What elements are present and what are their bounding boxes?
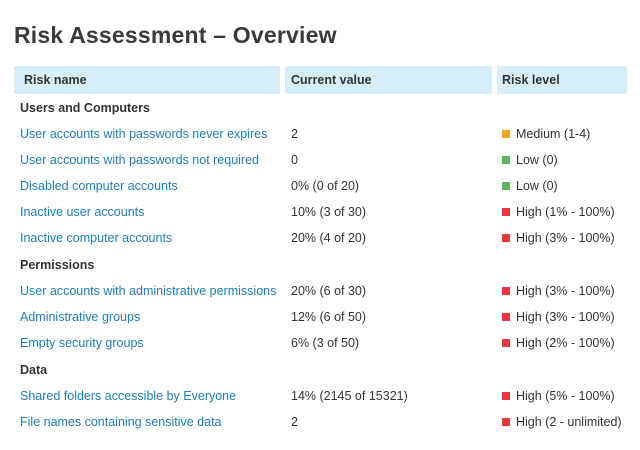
risk-link-passwords-not-required[interactable]: User accounts with passwords not require… — [20, 153, 260, 167]
risk-level-label: Low (0) — [516, 179, 558, 193]
risk-current-value: 14% (2145 of 15321) — [291, 389, 408, 403]
risk-level-label: Low (0) — [516, 153, 558, 167]
risk-level-cell: Low (0) — [497, 153, 627, 167]
table-row: File names containing sensitive data 2 H… — [14, 409, 627, 435]
risk-link-admin-permissions[interactable]: User accounts with administrative permis… — [20, 284, 277, 298]
section-header-permissions: Permissions — [14, 251, 627, 278]
risk-level-label: High (2 - unlimited) — [516, 415, 622, 429]
risk-level-cell: Medium (1-4) — [497, 127, 627, 141]
risk-current-value: 0 — [291, 153, 298, 167]
risk-link-disabled-computer-accounts[interactable]: Disabled computer accounts — [20, 179, 178, 193]
table-row: Shared folders accessible by Everyone 14… — [14, 383, 627, 409]
risk-level-label: High (3% - 100%) — [516, 284, 615, 298]
risk-current-value: 2 — [291, 127, 298, 141]
risk-current-value: 0% (0 of 20) — [291, 179, 360, 193]
risk-level-square-icon — [502, 182, 510, 190]
risk-current-value: 10% (3 of 30) — [291, 205, 367, 219]
risk-current-value: 20% (4 of 20) — [291, 231, 367, 245]
table-row: User accounts with passwords not require… — [14, 147, 627, 173]
risk-level-cell: High (3% - 100%) — [497, 231, 627, 245]
column-header-risk-level: Risk level — [497, 66, 627, 94]
risk-link-administrative-groups[interactable]: Administrative groups — [20, 310, 141, 324]
section-title: Permissions — [20, 257, 95, 272]
section-header-data: Data — [14, 356, 627, 383]
risk-level-label: High (3% - 100%) — [516, 310, 615, 324]
section-header-users-and-computers: Users and Computers — [14, 94, 627, 121]
section-title: Data — [20, 362, 48, 377]
risk-table: Risk name Current value Risk level Users… — [14, 66, 627, 435]
risk-level-label: High (1% - 100%) — [516, 205, 615, 219]
risk-link-inactive-user-accounts[interactable]: Inactive user accounts — [20, 205, 145, 219]
risk-level-cell: High (3% - 100%) — [497, 284, 627, 298]
risk-level-square-icon — [502, 392, 510, 400]
page-title: Risk Assessment – Overview — [14, 22, 337, 48]
risk-level-square-icon — [502, 287, 510, 295]
table-row: User accounts with passwords never expir… — [14, 121, 627, 147]
risk-current-value: 2 — [291, 415, 298, 429]
risk-level-label: High (3% - 100%) — [516, 231, 615, 245]
risk-current-value: 6% (3 of 50) — [291, 336, 360, 350]
risk-level-cell: High (3% - 100%) — [497, 310, 627, 324]
table-row: Inactive computer accounts 20% (4 of 20)… — [14, 225, 627, 251]
risk-level-cell: High (1% - 100%) — [497, 205, 627, 219]
risk-level-cell: High (5% - 100%) — [497, 389, 627, 403]
risk-level-square-icon — [502, 418, 510, 426]
risk-current-value: 20% (6 of 30) — [291, 284, 367, 298]
risk-link-inactive-computer-accounts[interactable]: Inactive computer accounts — [20, 231, 173, 245]
risk-level-square-icon — [502, 156, 510, 164]
risk-level-square-icon — [502, 130, 510, 138]
risk-level-label: Medium (1-4) — [516, 127, 591, 141]
table-row: Disabled computer accounts 0% (0 of 20) … — [14, 173, 627, 199]
risk-level-square-icon — [502, 208, 510, 216]
risk-level-square-icon — [502, 339, 510, 347]
risk-current-value: 12% (6 of 50) — [291, 310, 367, 324]
risk-level-label: High (2% - 100%) — [516, 336, 615, 350]
risk-level-square-icon — [502, 234, 510, 242]
risk-link-empty-security-groups[interactable]: Empty security groups — [20, 336, 144, 350]
risk-link-passwords-never-expires[interactable]: User accounts with passwords never expir… — [20, 127, 268, 141]
risk-link-sensitive-file-names[interactable]: File names containing sensitive data — [20, 415, 222, 429]
risk-assessment-page: Risk Assessment – Overview Risk name Cur… — [14, 22, 627, 435]
table-row: Administrative groups 12% (6 of 50) High… — [14, 304, 627, 330]
table-row: Inactive user accounts 10% (3 of 30) Hig… — [14, 199, 627, 225]
risk-level-cell: High (2% - 100%) — [497, 336, 627, 350]
table-row: Empty security groups 6% (3 of 50) High … — [14, 330, 627, 356]
table-header-row: Risk name Current value Risk level — [14, 66, 627, 94]
column-header-current-value: Current value — [285, 66, 492, 94]
risk-level-cell: High (2 - unlimited) — [497, 415, 627, 429]
risk-level-label: High (5% - 100%) — [516, 389, 615, 403]
risk-level-square-icon — [502, 313, 510, 321]
table-row: User accounts with administrative permis… — [14, 278, 627, 304]
risk-level-cell: Low (0) — [497, 179, 627, 193]
column-header-risk-name: Risk name — [14, 66, 280, 94]
section-title: Users and Computers — [20, 100, 150, 115]
risk-link-shared-folders-everyone[interactable]: Shared folders accessible by Everyone — [20, 389, 237, 403]
